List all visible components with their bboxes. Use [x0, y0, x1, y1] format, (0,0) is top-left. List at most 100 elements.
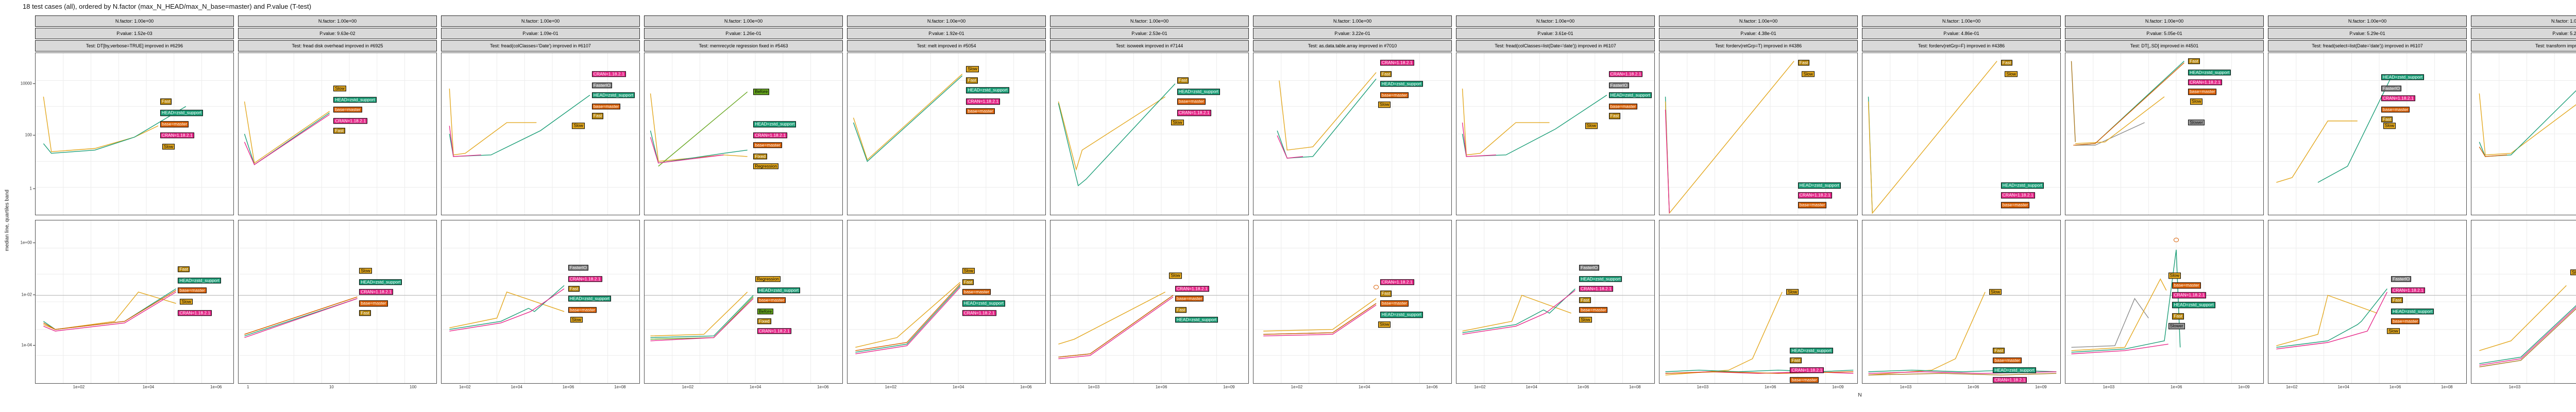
direct-label-CRAN: CRAN=1.18.2.1 [178, 310, 212, 316]
x-tick-label: 1e+04 [1526, 385, 1537, 389]
direct-label-Slow: Slow [966, 66, 979, 73]
direct-label-base: base=master [1798, 202, 1827, 208]
series-line-Slow [1666, 61, 1794, 213]
series-line-CRAN [2072, 344, 2168, 354]
direct-label-base: base=master [1177, 98, 1206, 105]
direct-label-HEAD: HEAD=zstd_support [160, 110, 204, 116]
direct-label-HEAD: HEAD=zstd_support [2381, 74, 2425, 80]
facet-strip-nfactor: N.factor: 1.00e+00 [238, 15, 437, 27]
facet-strip-pvalue: P.value: 1.52e-03 [35, 28, 234, 39]
series-line-HEAD [651, 295, 754, 337]
x-axis-ticks: 1e+02 1e+04 1e+06 [35, 384, 234, 391]
plot-lines [1253, 220, 1451, 383]
direct-label-CRAN: CRAN=1.18.2.1 [1177, 110, 1211, 116]
direct-label-Fast: Fast [178, 266, 190, 272]
facet-column-1: N.factor: 1.00e+00 P.value: 1.52e-03 Test:… [35, 15, 234, 391]
series-line-CRAN [43, 292, 176, 331]
direct-label-CRAN: CRAN=1.18.2.1 [160, 132, 194, 139]
x-tick-label: 1e+08 [614, 385, 626, 389]
x-axis-ticks: 1e+03 1e+06 1e+09 [2065, 384, 2264, 391]
series-line-HEAD [855, 285, 960, 352]
direct-label-Slow: Slow [962, 268, 975, 274]
series-line-Slow [449, 292, 564, 328]
direct-label-Regression: Regression [755, 276, 781, 282]
series-line-Slower [2075, 123, 2144, 145]
x-tick-label: 1e+06 [1967, 385, 1979, 389]
direct-label-HEAD: HEAD=zstd_support [1380, 312, 1423, 318]
panel-kilobytes: Fast HEAD=zstd_support CRAN=1.18.2.1 base=m… [2065, 53, 2264, 215]
series-line-Before [651, 297, 754, 339]
y-tick-label: 1e-02 [21, 292, 32, 297]
page-title: 18 test cases (all), ordered by N.factor… [23, 3, 312, 10]
plot-lines [645, 53, 842, 215]
direct-label-FasterIO: FasterIO [1579, 264, 1600, 271]
direct-label-Fast: Fast [591, 113, 604, 119]
x-tick-label: 1e+06 [1577, 385, 1589, 389]
x-tick-label: 1e+04 [142, 385, 155, 389]
direct-label-Slow: Slow [570, 317, 583, 323]
panel-kilobytes: Slow Fast HEAD=zstd_support CRAN=1.18.2.1 ba… [847, 53, 1046, 215]
direct-label-FasterIO: FasterIO [1608, 82, 1629, 89]
plot-lines [2065, 53, 2263, 215]
direct-label-Regression: Regression [753, 163, 779, 169]
x-axis-ticks: 1 10 100 [238, 384, 437, 391]
facet-column-3: N.factor: 1.00e+00 P.value: 1.09e-01 Test:… [441, 15, 640, 391]
facet-strip-test: Test: DT[by,verbose=TRUE] improved in #6… [35, 40, 234, 52]
direct-label-FasterIO: FasterIO [2391, 276, 2412, 282]
facet-strip-nfactor: N.factor: 1.00e+00 [644, 15, 843, 27]
direct-label-Slow: Slow [1378, 321, 1391, 328]
direct-label-CRAN: CRAN=1.18.2.1 [2172, 292, 2207, 299]
direct-label-HEAD: HEAD=zstd_support [966, 87, 1009, 93]
series-line-HEAD [449, 95, 590, 157]
x-tick-label: 1e+04 [749, 385, 761, 389]
facet-strip-nfactor: N.factor: 1.00e+00 [1659, 15, 1858, 27]
series-line-base [2073, 63, 2184, 145]
series-line-Slow [1463, 295, 1571, 331]
direct-label-Slow: Slow [1989, 289, 2002, 295]
series-line-CRAN [651, 299, 754, 341]
panel-seconds: CRAN=1.18.2.1 Fast base=master HEAD=zstd_su… [1253, 220, 1452, 384]
x-tick-label: 1 [247, 385, 249, 389]
series-line-HEAD [2318, 77, 2391, 182]
plot-lines [1862, 53, 2060, 215]
direct-label-CRAN: CRAN=1.18.2.1 [591, 71, 626, 77]
facet-strip-test: Test: fread(colClasses='Date') improved … [441, 40, 640, 52]
x-axis-ticks: 1e+02 1e+04 1e+06 1e+08 [1456, 384, 1655, 391]
series-line-Slow [449, 89, 536, 155]
x-tick-label: 1e+04 [2337, 385, 2349, 389]
panel-kilobytes: Fast Slow HEAD=zstd_support CRAN=1.18.2.1 ba… [1862, 53, 2061, 215]
x-tick-label: 1e+02 [2286, 385, 2298, 389]
facet-column-12: N.factor: 1.00e+00 P.value: 5.29e-01 Test:… [2268, 15, 2467, 391]
plot-lines [1050, 53, 1248, 215]
direct-label-Fast: Fast [1380, 71, 1392, 77]
panel-seconds: FasterIO HEAD=zstd_support CRAN=1.18.2.1 Fa… [1456, 220, 1655, 384]
direct-label-Slower: Slower [2168, 323, 2185, 330]
facet-strip-test: Test: DT[,.SD] improved in #4501 [2065, 40, 2264, 52]
direct-label-Fast: Fast [160, 98, 172, 105]
plot-lines [2471, 53, 2576, 215]
direct-label-Slow: Slow [2383, 123, 2396, 129]
series-line-CRAN [855, 287, 960, 354]
panel-seconds: FasterIO CRAN=1.18.2.1 Fast HEAD=zstd_suppo… [2268, 220, 2467, 384]
direct-label-FasterIO: FasterIO [591, 82, 612, 89]
facet-strip-pvalue: P.value: 5.29e-01 [2268, 28, 2467, 39]
direct-label-Fast: Fast [2001, 60, 2013, 66]
direct-label-base: base=master [753, 142, 782, 148]
direct-label-HEAD: HEAD=zstd_support [591, 92, 635, 98]
facet-strip-test: Test: as.data.table.array improved in #7… [1253, 40, 1452, 52]
series-line-CRAN [2479, 290, 2576, 365]
plot-lines [1456, 220, 1654, 383]
direct-label-base: base=master [962, 289, 991, 295]
direct-label-Fast: Fast [1175, 307, 1187, 313]
direct-label-Fast: Fast [2172, 313, 2184, 320]
direct-label-base: base=master [591, 103, 621, 110]
direct-label-Slow: Slow [333, 85, 346, 92]
series-line-HEAD [2072, 250, 2180, 352]
panel-seconds: FasterIO CRAN=1.18.2.1 Fast HEAD=zstd_suppo… [441, 220, 640, 384]
series-line-Slow [1058, 292, 1165, 344]
series-line-HEAD [1277, 79, 1376, 158]
facet-strip-pvalue: P.value: 4.38e-01 [1659, 28, 1858, 39]
panel-kilobytes: CRAN=1.18.2.1 Fast HEAD=zstd_support base=m… [1253, 53, 1452, 215]
series-line-HEAD [43, 107, 185, 153]
